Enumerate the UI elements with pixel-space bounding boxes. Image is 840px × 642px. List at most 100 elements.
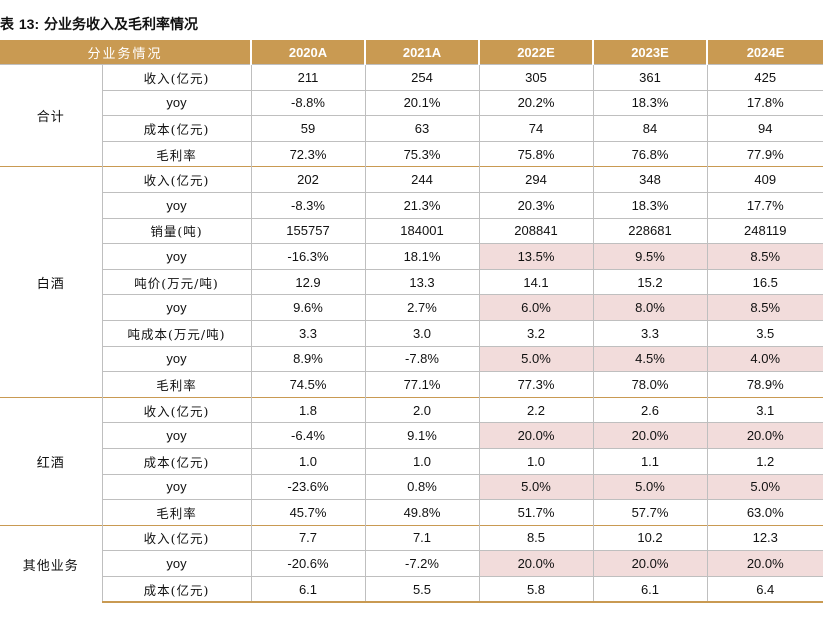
value-cell: 3.0 bbox=[364, 319, 479, 347]
segment-label: 其他业务 bbox=[0, 524, 102, 603]
value-cell: 228681 bbox=[592, 217, 707, 244]
table-row: 成本(亿元) 59 63 74 84 94 bbox=[0, 115, 823, 142]
metric-label: 收入(亿元) bbox=[101, 166, 251, 193]
header-year: 2022E bbox=[479, 40, 594, 65]
caption-prefix: 表 bbox=[0, 17, 14, 33]
table-row: yoy -8.8% 20.1% 20.2% 18.3% 17.8% bbox=[0, 89, 823, 116]
segment-revenue-table: 分业务情况 2020A 2021A 2022E 2023E 2024E 合计 收入… bbox=[0, 40, 823, 604]
value-cell: 20.0% bbox=[706, 550, 823, 577]
value-cell: 5.5 bbox=[364, 575, 479, 604]
table-row: 其他业务 收入(亿元) 7.7 7.1 8.5 10.2 12.3 bbox=[0, 524, 823, 603]
value-cell: 63 bbox=[364, 115, 479, 142]
header-row: 分业务情况 2020A 2021A 2022E 2023E 2024E bbox=[0, 40, 823, 65]
metric-label: yoy bbox=[101, 345, 251, 372]
value-cell: 3.5 bbox=[706, 319, 823, 347]
table-row: yoy -16.3% 18.1% 13.5% 9.5% 8.5% bbox=[0, 243, 823, 270]
value-cell: 2.6 bbox=[592, 396, 707, 423]
metric-label: yoy bbox=[101, 294, 251, 321]
value-cell: 4.5% bbox=[592, 345, 707, 372]
metric-label: yoy bbox=[101, 89, 251, 116]
metric-label: 吨价(万元/吨) bbox=[101, 268, 251, 295]
value-cell: 305 bbox=[478, 64, 593, 91]
table-row: 合计 收入(亿元) 211 254 305 361 425 bbox=[0, 63, 823, 167]
table-row: 白酒 收入(亿元) 202 244 294 348 409 bbox=[0, 166, 823, 398]
metric-label: 收入(亿元) bbox=[101, 64, 251, 91]
value-cell: -6.4% bbox=[250, 422, 365, 449]
value-cell: 8.9% bbox=[250, 345, 365, 372]
value-cell: 3.2 bbox=[478, 319, 593, 347]
value-cell: 75.8% bbox=[478, 140, 593, 167]
value-cell: 7.1 bbox=[364, 524, 479, 551]
value-cell: 2.2 bbox=[478, 396, 593, 423]
value-cell: 2.7% bbox=[364, 294, 479, 321]
value-cell: 13.5% bbox=[478, 243, 593, 270]
value-cell: 84 bbox=[592, 115, 707, 142]
value-cell: 409 bbox=[706, 166, 823, 193]
value-cell: 75.3% bbox=[364, 140, 479, 167]
value-cell: 155757 bbox=[250, 217, 365, 244]
value-cell: 5.0% bbox=[706, 473, 823, 500]
header-year: 2023E bbox=[593, 40, 708, 65]
value-cell: 77.9% bbox=[706, 140, 823, 167]
value-cell: 8.5% bbox=[706, 243, 823, 270]
value-cell: 21.3% bbox=[364, 191, 479, 219]
value-cell: 244 bbox=[364, 166, 479, 193]
value-cell: 63.0% bbox=[706, 499, 823, 526]
value-cell: 294 bbox=[478, 166, 593, 193]
value-cell: -23.6% bbox=[250, 473, 365, 500]
value-cell: 74 bbox=[478, 115, 593, 142]
value-cell: 20.2% bbox=[478, 89, 593, 116]
value-cell: 20.0% bbox=[478, 422, 593, 449]
value-cell: 20.0% bbox=[478, 550, 593, 577]
value-cell: 77.1% bbox=[364, 371, 479, 398]
metric-label: yoy bbox=[101, 550, 251, 577]
metric-label: 收入(亿元) bbox=[101, 396, 251, 423]
table-row: 毛利率 45.7% 49.8% 51.7% 57.7% 63.0% bbox=[0, 499, 823, 526]
table-row: yoy -6.4% 9.1% 20.0% 20.0% 20.0% bbox=[0, 422, 823, 449]
value-cell: 49.8% bbox=[364, 499, 479, 526]
table-row: yoy -8.3% 21.3% 20.3% 18.3% 17.7% bbox=[0, 191, 823, 219]
metric-label: 收入(亿元) bbox=[101, 524, 251, 551]
value-cell: 12.3 bbox=[706, 524, 823, 551]
value-cell: 254 bbox=[364, 64, 479, 91]
table-row: 毛利率 72.3% 75.3% 75.8% 76.8% 77.9% bbox=[0, 140, 823, 167]
table-row: 毛利率 74.5% 77.1% 77.3% 78.0% 78.9% bbox=[0, 371, 823, 398]
segment-label: 合计 bbox=[0, 63, 102, 167]
value-cell: 59 bbox=[250, 115, 365, 142]
metric-label: 成本(亿元) bbox=[101, 447, 251, 474]
value-cell: 1.8 bbox=[250, 396, 365, 423]
value-cell: 425 bbox=[706, 64, 823, 91]
value-cell: 94 bbox=[706, 115, 823, 142]
metric-label: 毛利率 bbox=[101, 371, 251, 398]
value-cell: 4.0% bbox=[706, 345, 823, 372]
value-cell: 211 bbox=[250, 64, 365, 91]
value-cell: 77.3% bbox=[478, 371, 593, 398]
value-cell: 1.0 bbox=[478, 447, 593, 474]
value-cell: 9.1% bbox=[364, 422, 479, 449]
value-cell: 9.6% bbox=[250, 294, 365, 321]
value-cell: 18.3% bbox=[592, 191, 707, 219]
value-cell: 3.1 bbox=[706, 396, 823, 423]
metric-label: 吨成本(万元/吨) bbox=[101, 319, 251, 347]
value-cell: 6.4 bbox=[706, 575, 823, 604]
value-cell: 14.1 bbox=[478, 268, 593, 295]
metric-label: 毛利率 bbox=[101, 499, 251, 526]
metric-label: 成本(亿元) bbox=[101, 575, 251, 604]
value-cell: 248119 bbox=[706, 217, 823, 244]
value-cell: 17.8% bbox=[706, 89, 823, 116]
value-cell: 3.3 bbox=[250, 319, 365, 347]
value-cell: 2.0 bbox=[364, 396, 479, 423]
table-row: 成本(亿元) 6.1 5.5 5.8 6.1 6.4 bbox=[0, 575, 823, 604]
value-cell: -7.8% bbox=[364, 345, 479, 372]
header-year: 2021A bbox=[365, 40, 480, 65]
table-row: 销量(吨) 155757 184001 208841 228681 248119 bbox=[0, 217, 823, 244]
metric-label: yoy bbox=[101, 191, 251, 219]
value-cell: 5.8 bbox=[478, 575, 593, 604]
value-cell: 202 bbox=[250, 166, 365, 193]
value-cell: 8.5 bbox=[478, 524, 593, 551]
value-cell: 1.1 bbox=[592, 447, 707, 474]
value-cell: 348 bbox=[592, 166, 707, 193]
value-cell: -7.2% bbox=[364, 550, 479, 577]
value-cell: 6.1 bbox=[250, 575, 365, 604]
value-cell: 5.0% bbox=[592, 473, 707, 500]
